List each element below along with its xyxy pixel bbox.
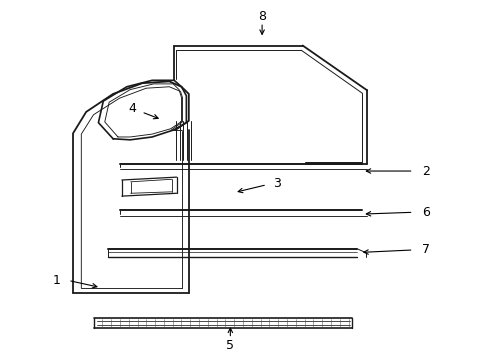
Text: 3: 3 <box>273 177 281 190</box>
Text: 5: 5 <box>226 339 234 352</box>
Text: 8: 8 <box>258 10 266 23</box>
Text: 4: 4 <box>129 102 137 115</box>
Text: 7: 7 <box>422 243 430 256</box>
Text: 6: 6 <box>422 206 430 219</box>
Text: 1: 1 <box>53 274 61 287</box>
Text: 2: 2 <box>422 165 430 177</box>
